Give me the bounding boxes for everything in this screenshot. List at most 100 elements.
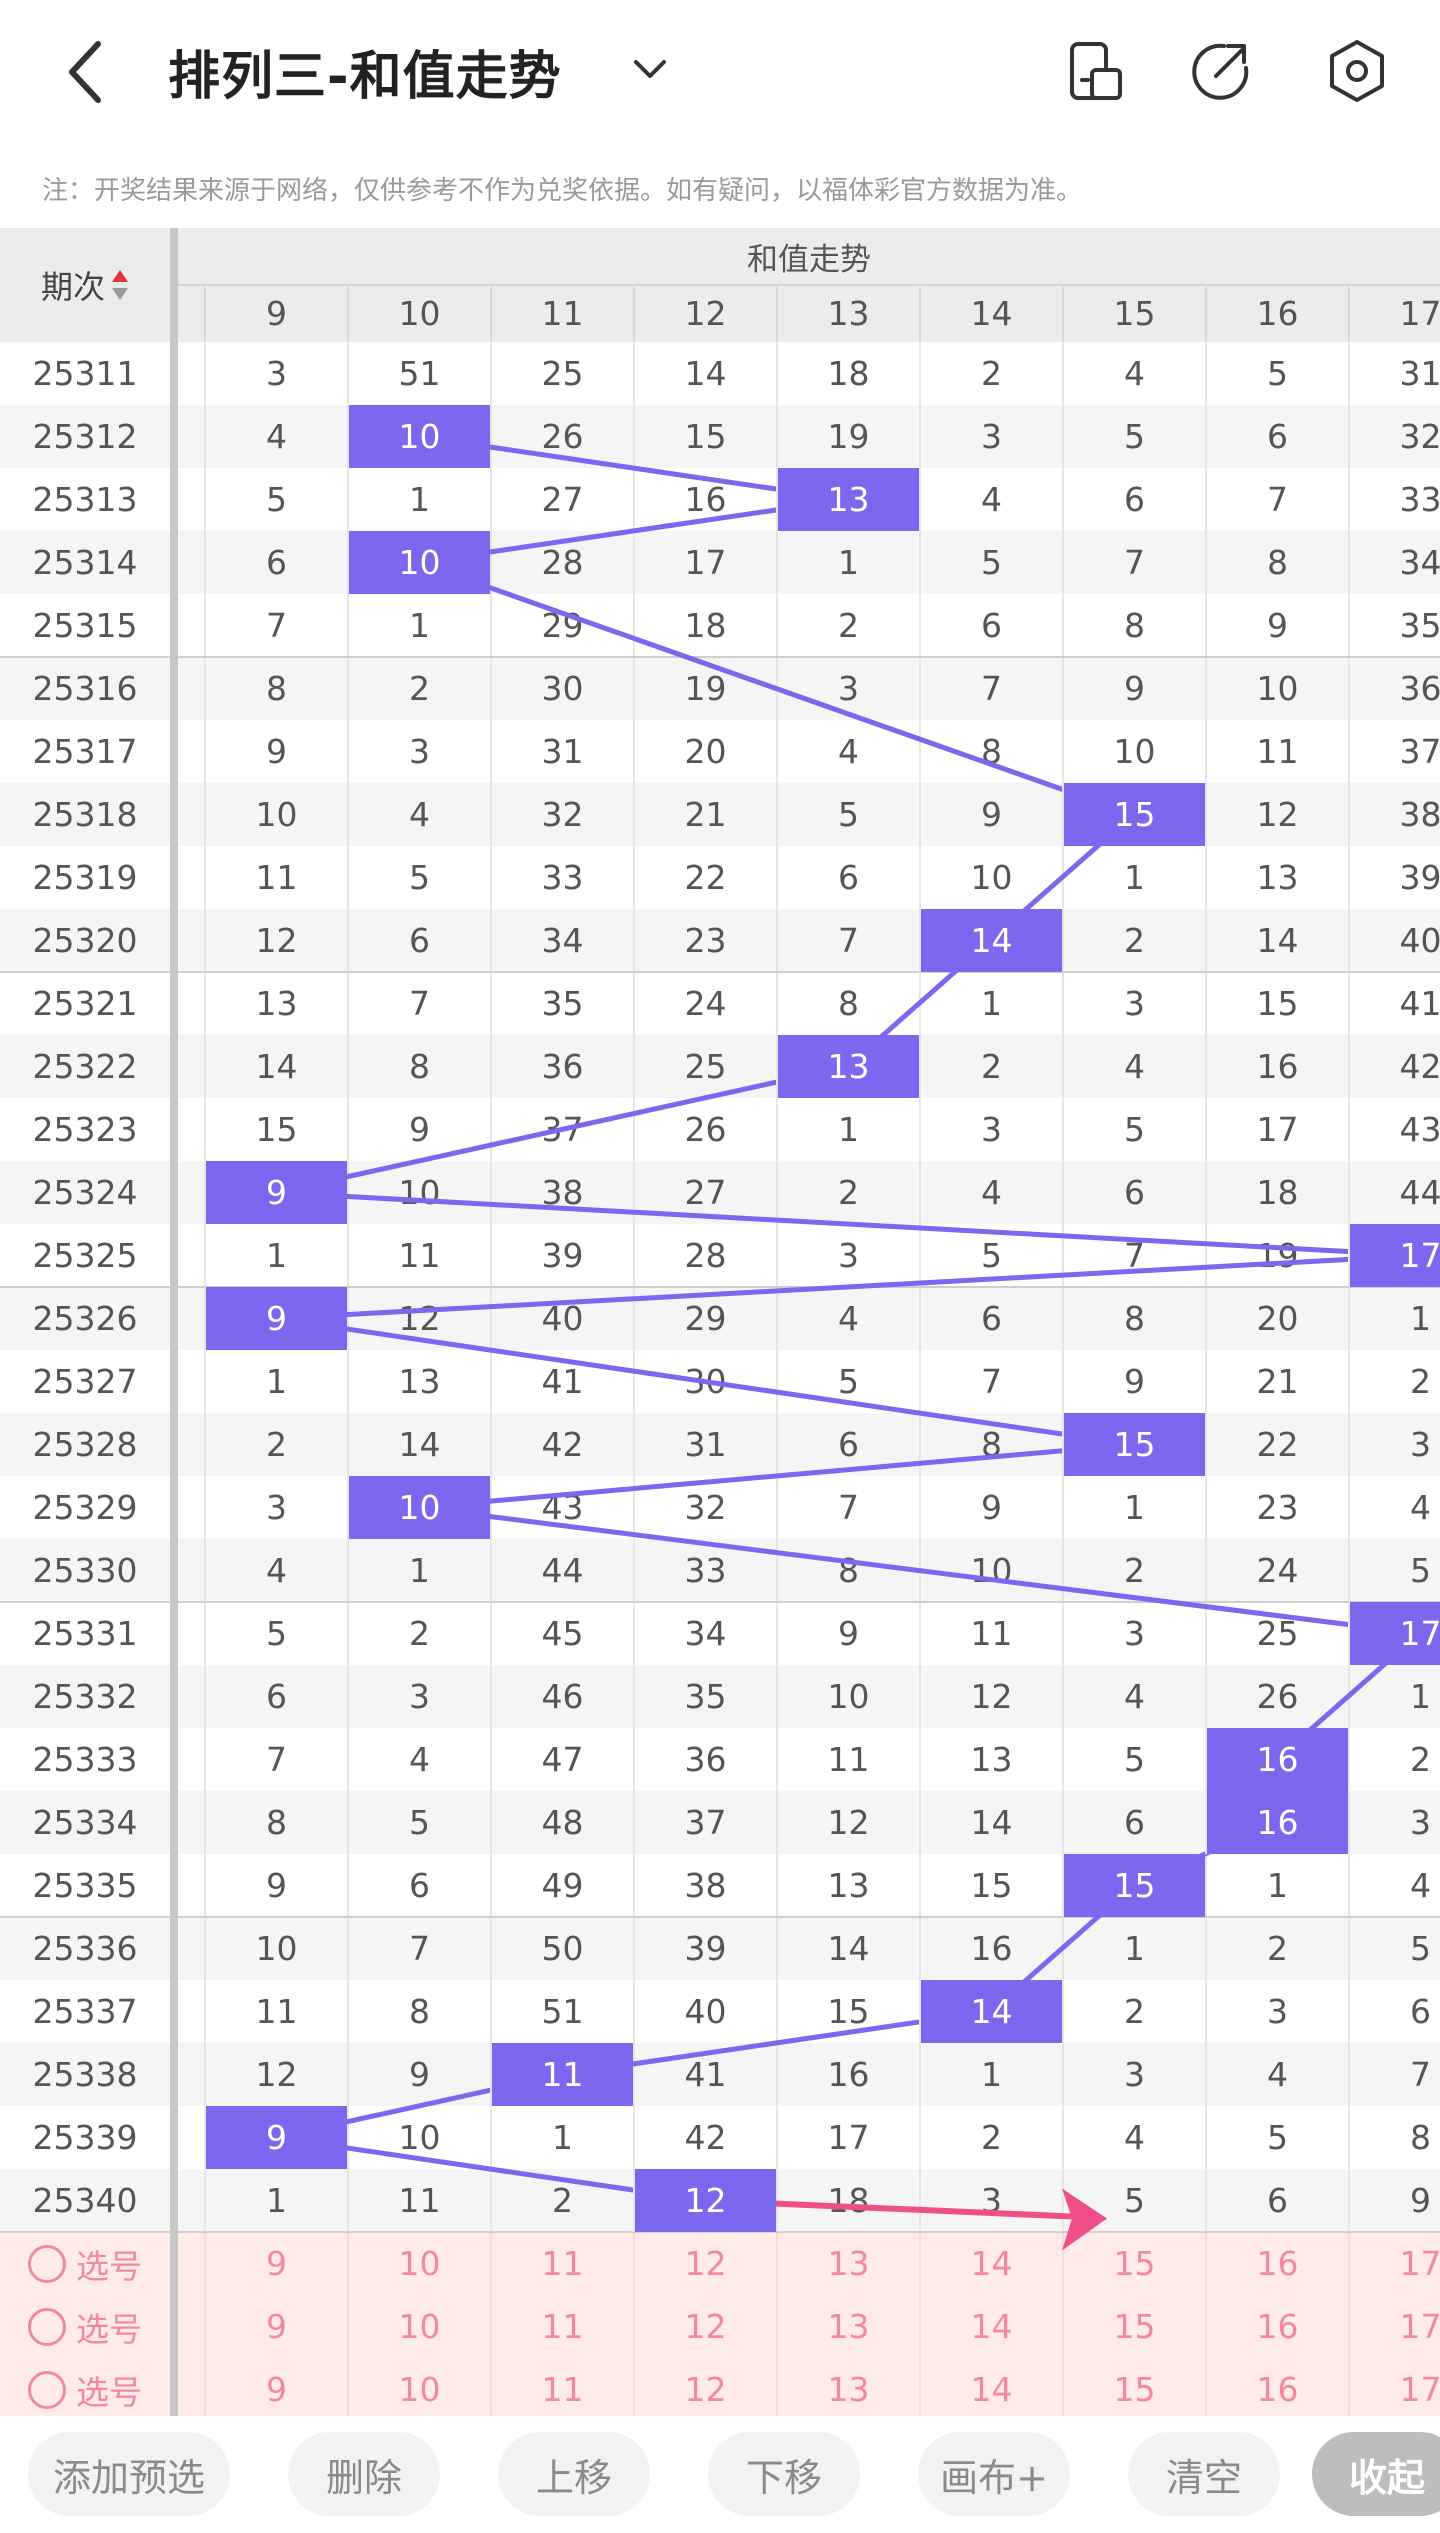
select-number[interactable]: 16 <box>1256 2244 1299 2283</box>
column-header-16[interactable]: 16 <box>1205 284 1348 342</box>
canvas-plus-button[interactable]: 画布+ <box>918 2432 1070 2516</box>
select-number[interactable]: 12 <box>684 2370 727 2409</box>
column-header-11[interactable]: 11 <box>490 284 633 342</box>
column-header-12[interactable]: 12 <box>633 284 776 342</box>
radio-circle-icon[interactable] <box>28 2244 66 2283</box>
select-number[interactable]: 9 <box>266 2370 287 2409</box>
period-column-header[interactable]: 期次 <box>0 228 170 342</box>
column-header-14[interactable]: 14 <box>919 284 1062 342</box>
move-down-button[interactable]: 下移 <box>708 2432 860 2516</box>
select-number[interactable]: 17 <box>1399 2307 1440 2346</box>
select-number-cell[interactable]: 16 <box>1205 2295 1348 2358</box>
collapse-button[interactable]: 收起 <box>1312 2432 1440 2516</box>
select-number-cell[interactable]: 10 <box>347 2295 490 2358</box>
column-header-label[interactable]: 11 <box>541 293 584 333</box>
select-number-cell[interactable]: 9 <box>204 2232 347 2295</box>
column-header-label[interactable]: 10 <box>398 293 441 333</box>
select-number[interactable]: 11 <box>541 2370 584 2409</box>
column-header-label[interactable]: 16 <box>1256 293 1299 333</box>
select-number[interactable]: 13 <box>827 2307 870 2346</box>
select-number-cell[interactable]: 17 <box>1348 2358 1440 2416</box>
select-number-cell[interactable]: 12 <box>633 2358 776 2416</box>
select-number-cell[interactable]: 13 <box>776 2358 919 2416</box>
page-title[interactable]: 排列三-和值走势 <box>168 47 562 107</box>
select-row-label-cell[interactable]: 选号 <box>0 2358 170 2416</box>
value-cell: 26 <box>633 1098 776 1161</box>
select-number-cell[interactable]: 9 <box>204 2295 347 2358</box>
column-header-label[interactable]: 15 <box>1113 293 1156 333</box>
select-number-cell[interactable]: 15 <box>1062 2358 1205 2416</box>
select-number[interactable]: 16 <box>1256 2370 1299 2409</box>
select-number[interactable]: 15 <box>1113 2307 1156 2346</box>
share-icon[interactable] <box>1186 36 1256 106</box>
select-number-cell[interactable]: 17 <box>1348 2232 1440 2295</box>
clear-button[interactable]: 清空 <box>1128 2432 1280 2516</box>
select-number[interactable]: 14 <box>970 2370 1013 2409</box>
select-number[interactable]: 17 <box>1399 2244 1440 2283</box>
column-header-label[interactable]: 13 <box>827 293 870 333</box>
add-preselect-button[interactable]: 添加预选 <box>28 2432 230 2516</box>
move-up-button[interactable]: 上移 <box>498 2432 650 2516</box>
select-row-label-cell[interactable]: 选号 <box>0 2295 170 2358</box>
chevron-down-icon[interactable] <box>628 50 672 90</box>
select-number-cell[interactable]: 12 <box>633 2232 776 2295</box>
settings-icon[interactable] <box>1322 36 1392 106</box>
phone-layout-icon[interactable] <box>1060 36 1130 106</box>
period-header-label[interactable]: 期次 <box>40 268 105 306</box>
select-number[interactable]: 15 <box>1113 2370 1156 2409</box>
select-number[interactable]: 14 <box>970 2244 1013 2283</box>
select-row-label-cell[interactable]: 选号 <box>0 2232 170 2295</box>
select-number[interactable]: 10 <box>398 2370 441 2409</box>
select-number-cell[interactable]: 13 <box>776 2295 919 2358</box>
radio-circle-icon[interactable] <box>28 2307 66 2346</box>
column-header-label[interactable]: 17 <box>1399 293 1440 333</box>
select-number-cell[interactable]: 16 <box>1205 2232 1348 2295</box>
select-number-cell[interactable]: 12 <box>633 2295 776 2358</box>
select-number[interactable]: 12 <box>684 2244 727 2283</box>
column-header-label[interactable]: 14 <box>970 293 1013 333</box>
select-number-cell[interactable]: 11 <box>490 2358 633 2416</box>
column-header-13[interactable]: 13 <box>776 284 919 342</box>
column-header-label[interactable]: 9 <box>266 293 287 333</box>
column-header-10[interactable]: 10 <box>347 284 490 342</box>
select-number-cell[interactable]: 11 <box>490 2232 633 2295</box>
sum-trend-table[interactable]: 期次 和值走势 9 10 11 12 13 14 15 16 17 25311 3 51 25 14 18 2 4 5… <box>0 228 1440 2416</box>
column-header-17[interactable]: 17 <box>1348 284 1440 342</box>
select-number-cell[interactable]: 14 <box>919 2232 1062 2295</box>
select-number[interactable]: 9 <box>266 2307 287 2346</box>
select-label[interactable]: 选号 <box>76 2246 142 2286</box>
select-number-cell[interactable]: 17 <box>1348 2295 1440 2358</box>
select-number[interactable]: 14 <box>970 2307 1013 2346</box>
select-number-cell[interactable]: 10 <box>347 2232 490 2295</box>
select-number[interactable]: 16 <box>1256 2307 1299 2346</box>
select-number[interactable]: 12 <box>684 2307 727 2346</box>
select-number-cell[interactable]: 11 <box>490 2295 633 2358</box>
select-number-cell[interactable]: 13 <box>776 2232 919 2295</box>
select-number-cell[interactable]: 14 <box>919 2295 1062 2358</box>
select-number[interactable]: 17 <box>1399 2370 1440 2409</box>
select-label[interactable]: 选号 <box>76 2372 142 2412</box>
select-number[interactable]: 10 <box>398 2307 441 2346</box>
select-number[interactable]: 10 <box>398 2244 441 2283</box>
miss-count: 7 <box>981 669 1002 708</box>
select-number-cell[interactable]: 16 <box>1205 2358 1348 2416</box>
delete-button[interactable]: 删除 <box>288 2432 440 2516</box>
select-number-cell[interactable]: 15 <box>1062 2295 1205 2358</box>
select-number-cell[interactable]: 10 <box>347 2358 490 2416</box>
select-label[interactable]: 选号 <box>76 2309 142 2349</box>
select-number[interactable]: 13 <box>827 2244 870 2283</box>
column-header-15[interactable]: 15 <box>1062 284 1205 342</box>
select-number[interactable]: 11 <box>541 2307 584 2346</box>
column-header-9[interactable]: 9 <box>204 284 347 342</box>
sort-icon[interactable] <box>111 268 129 302</box>
select-number-cell[interactable]: 14 <box>919 2358 1062 2416</box>
select-number-cell[interactable]: 15 <box>1062 2232 1205 2295</box>
radio-circle-icon[interactable] <box>28 2370 66 2409</box>
select-number[interactable]: 9 <box>266 2244 287 2283</box>
column-header-label[interactable]: 12 <box>684 293 727 333</box>
select-number[interactable]: 15 <box>1113 2244 1156 2283</box>
select-number-cell[interactable]: 9 <box>204 2358 347 2416</box>
select-number[interactable]: 13 <box>827 2370 870 2409</box>
back-arrow-icon[interactable] <box>56 36 116 106</box>
select-number[interactable]: 11 <box>541 2244 584 2283</box>
